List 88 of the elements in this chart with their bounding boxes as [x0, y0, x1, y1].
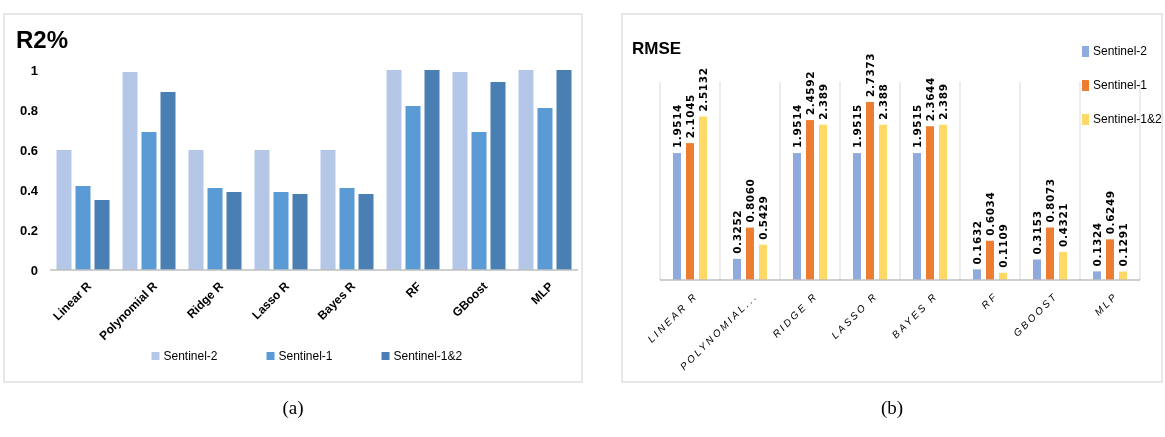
data-label: 0.3153: [1031, 210, 1043, 255]
bar: [1046, 227, 1054, 280]
bar: [141, 132, 157, 270]
y-tick-label: 0.4: [19, 182, 39, 198]
chart-title: RMSE: [632, 39, 682, 58]
bar: [122, 72, 138, 270]
y-tick-label: 0.6: [19, 142, 38, 158]
bar: [358, 194, 374, 270]
y-tick-label: 0.2: [19, 222, 38, 238]
data-label: 0.8060: [744, 178, 756, 223]
bar: [207, 188, 223, 270]
bar: [292, 194, 308, 270]
bar: [1059, 251, 1067, 280]
data-label: 0.5429: [757, 195, 769, 240]
y-tick-label: 1: [30, 62, 38, 78]
bar: [853, 153, 861, 280]
bar: [759, 244, 767, 280]
data-label: 2.4592: [804, 70, 816, 116]
bar: [320, 150, 336, 270]
bar: [1093, 271, 1101, 280]
legend-label: Sentinel-2: [1093, 44, 1148, 59]
bar: [537, 108, 553, 270]
text: (b): [880, 397, 904, 419]
y-tick-label: 0.8: [19, 102, 38, 118]
text: (a): [282, 397, 304, 419]
bar: [56, 150, 72, 270]
data-label: 0.6034: [984, 191, 996, 236]
chart-title: R2%: [16, 26, 69, 53]
bar: [273, 192, 289, 270]
data-label: 2.7373: [864, 52, 876, 97]
legend-label: Sentinel-1&2: [1093, 112, 1163, 127]
bar: [1033, 259, 1041, 280]
bar: [986, 240, 994, 280]
bar: [405, 106, 421, 270]
bar: [973, 269, 981, 280]
data-label: 0.4321: [1057, 202, 1069, 247]
bar: [699, 116, 707, 280]
legend-label: Sentinel-2: [163, 349, 218, 364]
data-label: 0.1324: [1091, 222, 1103, 267]
data-label: 2.5132: [697, 67, 709, 112]
x-tick-label: RF: [979, 290, 1000, 311]
bar: [556, 70, 572, 270]
legend-label: Sentinel-1: [1093, 78, 1148, 93]
bar: [819, 124, 827, 280]
bar: [673, 153, 681, 280]
bar: [913, 153, 921, 280]
y-tick-label: 0: [30, 262, 38, 278]
data-label: 0.1109: [997, 223, 1009, 268]
bar: [339, 188, 355, 270]
data-label: 0.1291: [1117, 222, 1129, 267]
bar: [188, 150, 204, 270]
data-label: 0.8073: [1044, 178, 1056, 223]
bar: [879, 124, 887, 280]
bar: [686, 143, 694, 280]
legend-label: Sentinel-1&2: [393, 349, 463, 364]
bar: [386, 70, 402, 270]
bar: [866, 102, 874, 280]
data-label: 1.9515: [911, 103, 923, 149]
legend-label: Sentinel-1: [278, 349, 333, 364]
data-label: 2.1045: [684, 94, 696, 139]
bar: [160, 92, 176, 270]
bar: [806, 120, 814, 280]
data-label: 1.9515: [851, 103, 863, 149]
bar: [226, 192, 242, 270]
bar: [424, 70, 440, 270]
bar: [471, 132, 487, 270]
bar: [926, 126, 934, 280]
bar: [490, 82, 506, 270]
data-label: 0.6249: [1104, 190, 1116, 235]
bar: [75, 186, 91, 270]
bar: [94, 200, 110, 270]
bar: [939, 124, 947, 280]
bar: [1106, 239, 1114, 280]
bar: [793, 153, 801, 280]
bar: [733, 258, 741, 280]
data-label: 0.3252: [731, 209, 743, 254]
bar: [746, 227, 754, 280]
data-label: 2.389: [817, 83, 829, 120]
bar: [254, 150, 270, 270]
bar: [518, 70, 534, 270]
bar: [452, 72, 468, 270]
data-label: 1.9514: [671, 103, 683, 149]
x-tick-label: RF: [402, 279, 425, 301]
data-label: 0.1632: [971, 220, 983, 265]
data-label: 2.389: [937, 83, 949, 120]
data-label: 2.3644: [924, 77, 936, 122]
data-label: 1.9514: [791, 103, 803, 149]
data-label: 2.388: [877, 83, 889, 120]
